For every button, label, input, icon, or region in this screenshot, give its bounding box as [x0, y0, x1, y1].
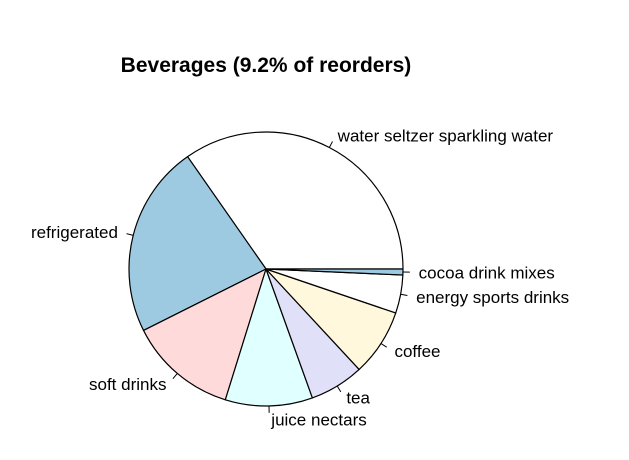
chart-title: Beverages (9.2% of reorders)	[121, 54, 412, 77]
pie-slice-cocoa-drink-mixes	[265, 268, 404, 276]
leader-tea	[336, 385, 342, 393]
pie-slice-juice-nectars	[224, 268, 314, 407]
label-leaders	[126, 141, 410, 413]
slice-labels: water seltzer sparkling water refrigerate…	[31, 126, 569, 429]
leader-energy-sports-drinks	[400, 293, 408, 297]
leader-refrigerated	[126, 233, 134, 236]
leader-water-seltzer-sparkling-water	[328, 141, 333, 148]
leader-soft-drinks	[172, 373, 178, 380]
leader-coffee	[380, 343, 387, 348]
slice-label-refrigerated: refrigerated	[31, 223, 118, 242]
pie-slice-refrigerated	[128, 156, 267, 332]
slice-label-cocoa-drink-mixes: cocoa drink mixes	[419, 263, 555, 282]
slice-label-energy-sports-drinks: energy sports drinks	[416, 288, 569, 307]
slice-label-coffee: coffee	[394, 342, 440, 361]
slice-label-water-seltzer-sparkling-water: water seltzer sparkling water	[337, 126, 554, 145]
slice-label-juice-nectars: juice nectars	[270, 411, 366, 430]
pie-slice-water-seltzer-sparkling-water	[186, 131, 404, 270]
pie-slices	[128, 131, 404, 407]
slice-label-soft-drinks: soft drinks	[89, 375, 166, 394]
slice-label-tea: tea	[346, 389, 370, 408]
